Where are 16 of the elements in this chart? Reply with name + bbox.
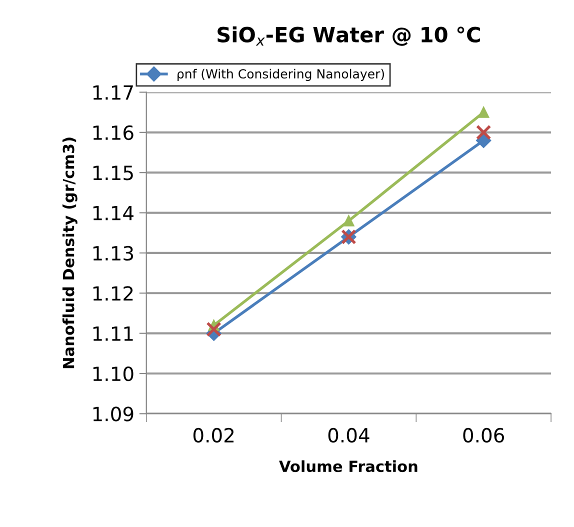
y-tick-label: 1.12 — [93, 286, 133, 301]
y-tick-label: 1.10 — [93, 366, 134, 382]
y-tick-label: 1.11 — [93, 326, 133, 341]
y-tick-label: 1.14 — [93, 206, 134, 220]
x-tick-label: 0.02 — [193, 428, 234, 443]
y-tick-label: 1.15 — [93, 166, 133, 180]
x-tick-label: 0.06 — [463, 428, 504, 443]
y-tick-label: 1.13 — [93, 246, 134, 261]
x-tick-label: 0.04 — [328, 428, 370, 443]
legend-label: ρnf (With Considering Nanolayer) — [178, 68, 384, 81]
chart-title: SiO$_{x}$-EG Water @ 10 °C — [218, 26, 480, 46]
y-tick-label: 1.16 — [93, 125, 134, 140]
y-axis-title: Nanofluid Density (gr/cm3) — [62, 138, 78, 368]
x-axis-title: Volume Fraction — [279, 460, 418, 472]
y-tick-label: 1.09 — [93, 406, 134, 422]
y-tick-label: 1.17 — [93, 85, 133, 100]
